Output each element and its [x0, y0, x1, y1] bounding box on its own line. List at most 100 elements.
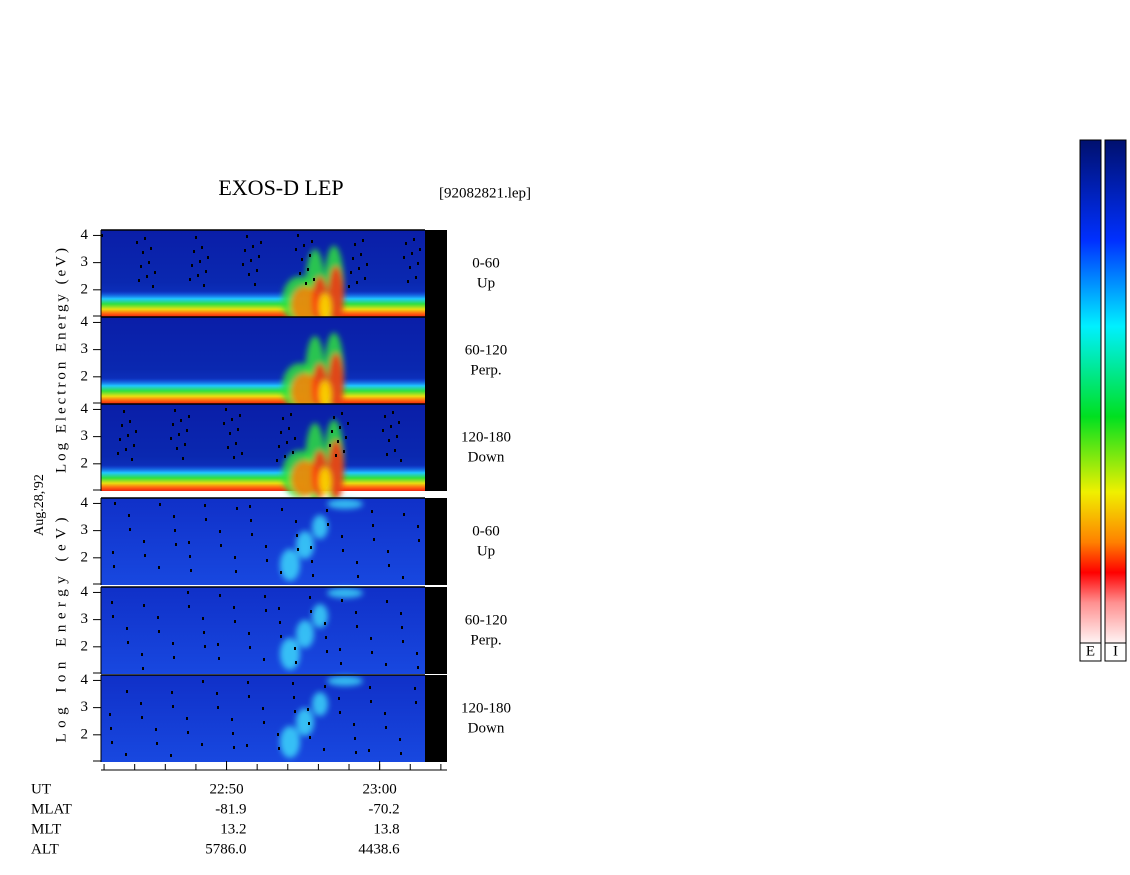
- streak-blob: [280, 638, 300, 670]
- noise-dot: [174, 529, 176, 532]
- spectrogram-image: [101, 674, 447, 762]
- noise-dot: [201, 246, 203, 249]
- noise-dot: [403, 256, 405, 259]
- noise-dot: [294, 710, 296, 713]
- noise-dot: [141, 716, 143, 719]
- no-data-strip: [425, 404, 447, 491]
- noise-dot: [339, 648, 341, 651]
- burst-blob: [291, 286, 319, 323]
- noise-dot: [126, 627, 128, 630]
- spectrogram-streak: [280, 676, 363, 758]
- noise-dot: [131, 458, 133, 461]
- info-value: 13.8: [373, 821, 399, 837]
- burst-blob: [328, 353, 344, 413]
- noise-dot: [333, 416, 335, 419]
- noise-dot: [280, 635, 282, 638]
- noise-dot: [140, 702, 142, 705]
- y-tick-label: 4: [81, 495, 89, 511]
- noise-dot: [326, 509, 328, 512]
- noise-dot: [126, 690, 128, 693]
- noise-dot: [350, 271, 352, 274]
- noise-dot: [173, 656, 175, 659]
- colorbar: [1104, 139, 1127, 644]
- panel-direction: Up: [477, 275, 495, 291]
- spectrogram-image: [101, 403, 447, 504]
- noise-dot: [370, 637, 372, 640]
- noise-dot: [254, 283, 256, 286]
- streak-blob: [280, 726, 300, 758]
- noise-dot: [278, 445, 280, 448]
- noise-dot: [292, 682, 294, 685]
- y-tick-label: 3: [81, 522, 89, 538]
- noise-dot: [225, 408, 227, 411]
- noise-dot: [338, 697, 340, 700]
- panel-angle: 60-120: [465, 342, 508, 358]
- y-tick-label: 3: [81, 341, 89, 357]
- noise-dot: [373, 538, 375, 541]
- noise-dot: [307, 708, 309, 711]
- noise-dot: [155, 728, 157, 731]
- noise-dot: [199, 260, 201, 263]
- noise-dot: [396, 435, 398, 438]
- noise-dot: [308, 722, 310, 725]
- noise-dot: [284, 455, 286, 458]
- colorbar-label: I: [1113, 643, 1118, 659]
- noise-dot: [189, 278, 191, 281]
- noise-dot: [246, 744, 248, 747]
- noise-dot: [232, 732, 234, 735]
- noise-dot: [356, 561, 358, 564]
- noise-dot: [188, 605, 190, 608]
- info-row-label: MLAT: [31, 801, 72, 817]
- panel-direction: Perp.: [470, 632, 501, 648]
- noise-dot: [203, 631, 205, 634]
- noise-dot: [385, 663, 387, 666]
- spectrogram-band: [101, 378, 425, 404]
- noise-dot: [170, 437, 172, 440]
- noise-dot: [141, 653, 143, 656]
- noise-dot: [248, 695, 250, 698]
- noise-dot: [341, 599, 343, 602]
- noise-dot: [112, 615, 114, 618]
- noise-dot: [386, 453, 388, 456]
- noise-dot: [327, 523, 329, 526]
- noise-dot: [146, 275, 148, 278]
- info-value: 5786.0: [205, 841, 246, 857]
- noise-dot: [173, 515, 175, 518]
- noise-dot: [148, 261, 150, 264]
- noise-dot: [290, 413, 292, 416]
- noise-dot: [281, 508, 283, 511]
- noise-dot: [244, 249, 246, 252]
- noise-dot: [358, 267, 360, 270]
- noise-dot: [234, 620, 236, 623]
- noise-dot: [311, 560, 313, 563]
- noise-dot: [295, 520, 297, 523]
- noise-dot: [123, 410, 125, 413]
- noise-dot: [282, 417, 284, 420]
- noise-dot: [339, 711, 341, 714]
- no-data-strip: [425, 230, 447, 317]
- noise-dot: [174, 409, 176, 412]
- noise-dot: [140, 265, 142, 268]
- noise-dot: [251, 533, 253, 536]
- y-tick-label: 2: [81, 281, 89, 297]
- y-tick-label: 2: [81, 726, 89, 742]
- noise-dot: [250, 259, 252, 262]
- noise-dot: [216, 692, 218, 695]
- noise-dot: [280, 571, 282, 574]
- noise-dot: [394, 449, 396, 452]
- spectrogram-background: [101, 498, 425, 585]
- noise-dot: [144, 554, 146, 557]
- noise-dot: [129, 420, 131, 423]
- noise-dot: [416, 652, 418, 655]
- spectrogram-streak: [280, 499, 363, 581]
- noise-dot: [301, 258, 303, 261]
- noise-dot: [385, 726, 387, 729]
- noise-dot: [279, 621, 281, 624]
- noise-dot: [335, 454, 337, 457]
- noise-dot: [400, 459, 402, 462]
- noise-dot: [409, 266, 411, 269]
- noise-dot: [109, 713, 111, 716]
- noise-dot: [101, 234, 103, 237]
- y-tick-label: 3: [81, 699, 89, 715]
